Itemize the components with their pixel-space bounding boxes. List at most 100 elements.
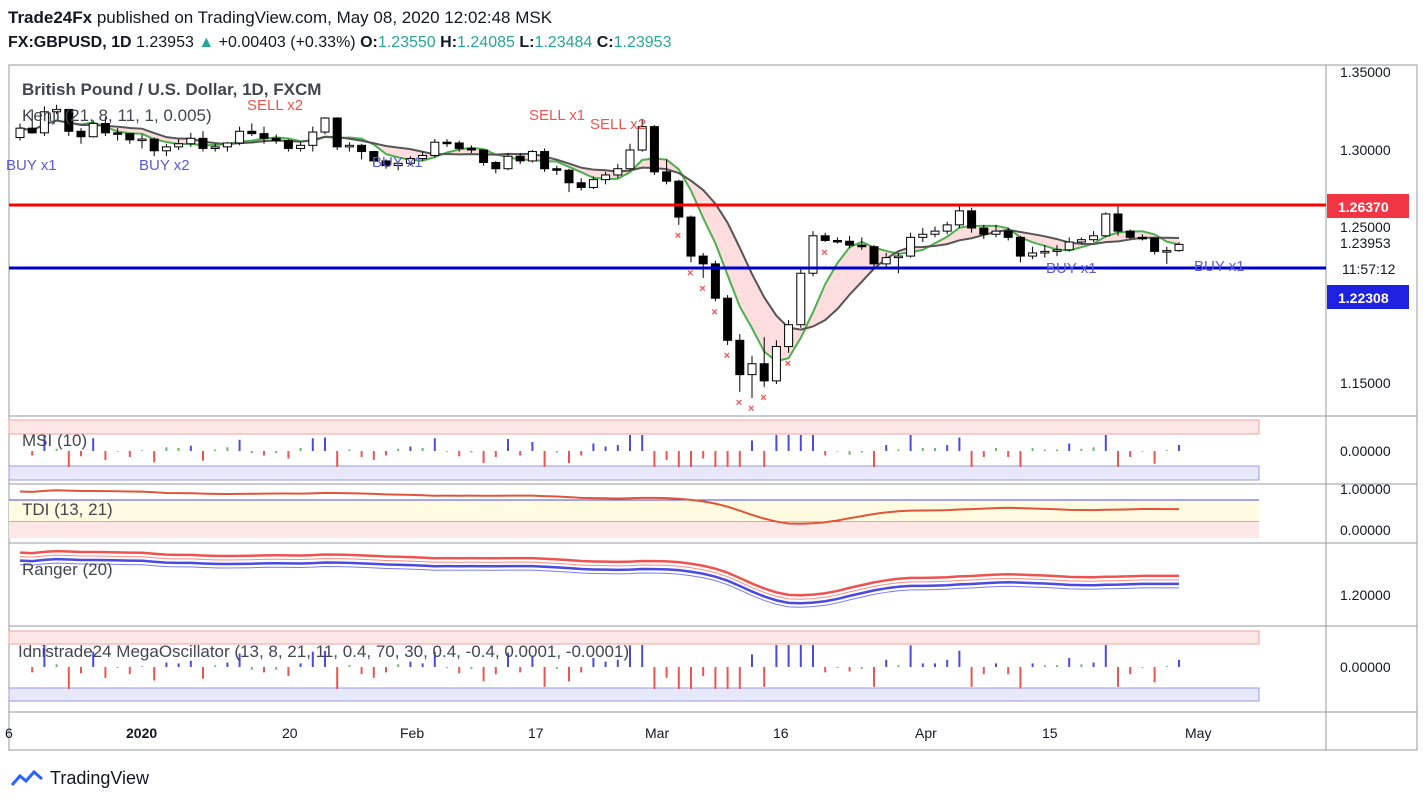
candle-body (869, 246, 879, 265)
candle-body (357, 144, 367, 153)
last-price: 1.23953 (136, 34, 194, 51)
candle-body (174, 143, 184, 148)
high-value: 1.24085 (457, 34, 515, 51)
tdi-line (19, 489, 1180, 525)
price-tick: 1.35000 (1340, 64, 1391, 80)
mega-legend[interactable]: Idnistrade24 MegaOscillator (13, 8, 21, … (18, 642, 630, 661)
candle-body (698, 255, 708, 265)
msi-legend[interactable]: MSI (10) (22, 431, 88, 450)
candle-body (503, 155, 513, 170)
candle-body (1003, 230, 1013, 238)
candle-body (466, 147, 476, 151)
candle-body (942, 224, 952, 232)
tradingview-cloud-icon (10, 769, 43, 786)
candle-body (210, 146, 220, 149)
candle-body (1052, 249, 1062, 252)
resistance-price-tag (1327, 194, 1409, 218)
candle-body (1015, 236, 1025, 257)
open-label: O: (360, 34, 378, 51)
candle-body (1101, 213, 1111, 237)
candle-body (113, 132, 123, 135)
up-triangle-icon: ▲ (198, 34, 215, 51)
high-label: H: (440, 34, 458, 51)
x-tick: Feb (400, 725, 424, 741)
candle-body (320, 117, 330, 133)
candle-body (1064, 241, 1074, 251)
symbol-label[interactable]: FX:GBPUSD, 1D (8, 34, 132, 51)
publish-header: Trade24Fx published on TradingView.com, … (8, 8, 552, 28)
tdi-legend[interactable]: TDI (13, 21) (22, 500, 113, 519)
countdown: 11:57:12 (1342, 261, 1396, 277)
candle-body (735, 339, 745, 376)
x-tick: 15 (1042, 725, 1058, 741)
candle-body (906, 236, 916, 257)
tradingview-logo[interactable]: TradingView (10, 768, 149, 789)
candle-body (723, 297, 733, 341)
ranger-line (19, 562, 1180, 608)
signal-sell: SELL x1 (529, 107, 585, 124)
candle-body (296, 144, 306, 149)
low-value: 1.23484 (534, 34, 593, 51)
candle-body (649, 126, 659, 173)
publisher-name[interactable]: Trade24Fx (8, 8, 93, 27)
candle-body (454, 142, 464, 149)
sell-marker: × (699, 283, 705, 295)
candle-body (393, 162, 403, 167)
candle-body (930, 230, 940, 235)
ranger-legend[interactable]: Ranger (20) (22, 560, 113, 579)
candle-body (613, 168, 623, 176)
signal-buy: BUY x1 (1194, 258, 1245, 275)
candle-body (820, 235, 830, 241)
price-change: +0.00403 (+0.33%) (218, 34, 356, 51)
chart-title[interactable]: British Pound / U.S. Dollar, 1D, FXCM (22, 80, 322, 99)
x-tick: 20 (282, 725, 298, 741)
low-label: L: (519, 34, 535, 51)
price-tick: 1.30000 (1340, 142, 1391, 158)
candle-body (1162, 250, 1172, 253)
tdi-neutral-zone (9, 500, 1259, 522)
price-tick: 1.15000 (1340, 375, 1391, 391)
candle-body (149, 138, 159, 152)
candle-body (1174, 243, 1184, 252)
signal-sell: SELL x2 (247, 97, 303, 114)
price-layer: × × × × × × × × × × (15, 104, 1184, 415)
candle-body (771, 346, 781, 382)
candle-body (100, 122, 110, 134)
candle-body (918, 233, 928, 238)
candle-body (1040, 250, 1050, 254)
candle-body (552, 168, 562, 171)
signal-buy: BUY x2 (139, 157, 190, 174)
open-value: 1.23550 (377, 34, 436, 51)
signal-buy: BUY x1 (6, 157, 57, 174)
candle-body (283, 140, 293, 149)
x-tick: 17 (528, 725, 544, 741)
candle-body (686, 216, 696, 257)
sell-marker: × (724, 350, 730, 362)
candle-body (479, 149, 489, 163)
candle-body (222, 142, 232, 148)
kenji-legend[interactable]: Kenji (21, 8, 11, 1, 0.005) (22, 106, 212, 125)
candle-body (259, 133, 269, 139)
candle-body (27, 127, 37, 134)
candle-body (576, 182, 586, 188)
msi-tick: 0.00000 (1340, 443, 1391, 459)
x-tick: 2020 (126, 725, 157, 741)
candle-body (1028, 252, 1038, 257)
candle-body (845, 240, 855, 246)
candle-body (1113, 213, 1123, 232)
candle-body (405, 158, 415, 164)
candle-body (1089, 235, 1099, 241)
candle-body (979, 227, 989, 235)
candle-body (491, 161, 501, 170)
mega-lower-zone (8, 687, 1260, 702)
candle-body (137, 138, 147, 142)
candle-body (88, 122, 98, 138)
candle-body (662, 171, 672, 182)
mega-tick: 0.00000 (1340, 659, 1391, 675)
sell-marker: × (675, 230, 681, 242)
signal-buy: BUY x1 (372, 154, 423, 171)
msi-lower-zone (8, 465, 1260, 481)
signal-buy: BUY x1 (1046, 260, 1097, 277)
sell-marker: × (736, 397, 742, 409)
